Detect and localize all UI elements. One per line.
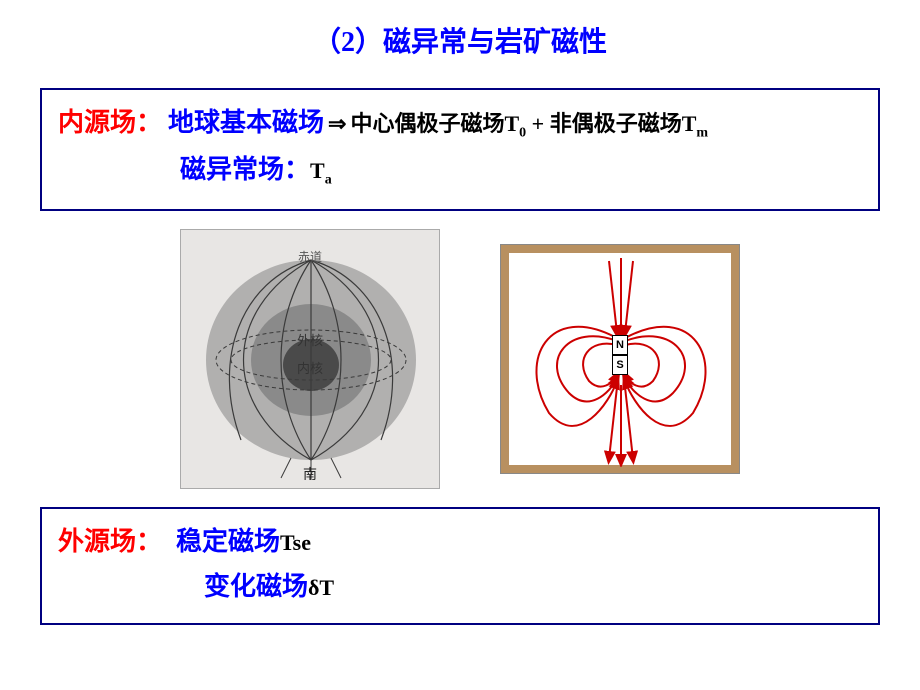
inner-source-box: 内源场： 地球基本磁场 ⇒ 中心偶极子磁场T0 + 非偶极子磁场Tm 磁异常场：… — [40, 88, 880, 211]
variable-field-label: 变化磁场 — [204, 566, 308, 603]
variable-symbol: δT — [308, 575, 334, 601]
outer-source-label: 外源场： — [58, 521, 162, 558]
anomaly-field-label: 磁异常场： — [180, 149, 310, 186]
stable-field-label: 稳定磁场 — [176, 521, 280, 558]
inner-source-line2: 磁异常场： Ta — [174, 149, 862, 188]
basic-field-label: 地球基本磁场 — [168, 102, 324, 139]
stable-symbol: Tse — [280, 530, 311, 556]
inner-source-line1: 内源场： 地球基本磁场 ⇒ 中心偶极子磁场T0 + 非偶极子磁场Tm — [58, 102, 862, 141]
arrow-symbol: ⇒ — [328, 111, 346, 137]
plus: + — [526, 111, 550, 136]
outer-source-box: 外源场： 稳定磁场Tse 变化磁场δT — [40, 507, 880, 625]
pole-n: N — [612, 335, 628, 355]
nondipole-sub: m — [696, 125, 708, 140]
south-label: 南 — [303, 464, 317, 484]
ta-symbol: T — [310, 158, 325, 183]
page-title: （2）磁异常与岩矿磁性 — [0, 0, 920, 60]
outer-source-line2: 变化磁场δT — [198, 566, 862, 603]
dipole-figure: N S — [500, 244, 740, 474]
earth-figure: 赤道 外核 内核 南 — [180, 229, 440, 489]
dipole-prefix: 中心偶极子磁场T — [350, 111, 519, 136]
equator-label: 赤道 — [298, 248, 322, 265]
pole-s: S — [612, 355, 628, 375]
ta-sub: a — [325, 173, 332, 188]
figure-row: 赤道 外核 内核 南 — [0, 229, 920, 489]
nondipole-prefix: 非偶极子磁场T — [550, 111, 697, 136]
outer-core-label: 外核 — [297, 330, 323, 349]
dipole-field-text: 中心偶极子磁场T0 + 非偶极子磁场Tm — [350, 106, 708, 141]
outer-source-line1: 外源场： 稳定磁场Tse — [58, 521, 862, 558]
anomaly-symbol: Ta — [310, 158, 332, 188]
inner-core-label: 内核 — [297, 358, 323, 377]
inner-source-label: 内源场： — [58, 102, 162, 139]
